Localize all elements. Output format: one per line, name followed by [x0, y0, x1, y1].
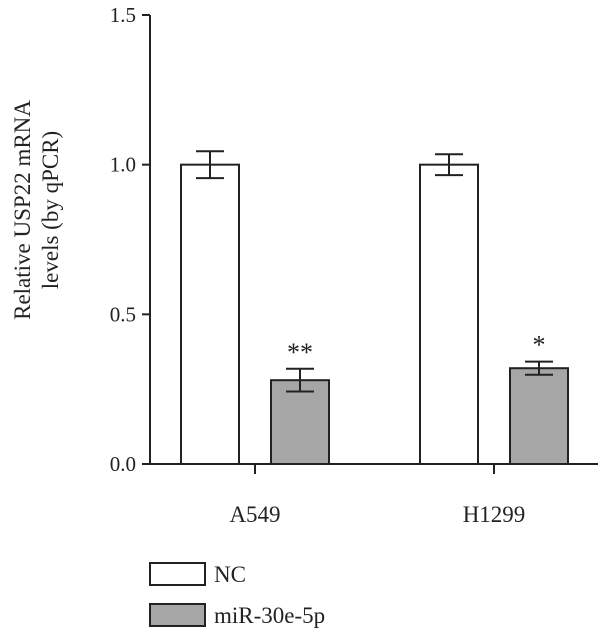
bar-h1299-nc	[419, 163, 479, 466]
significance-marker: **	[287, 338, 313, 367]
y-axis-title-line-2: levels (by qPCR)	[38, 131, 63, 289]
x-category-label: A549	[229, 502, 280, 527]
plot-area: 0.0 0.5 1.0 1.5 ** A549 * H1299	[110, 3, 598, 527]
legend-swatch-nc	[149, 562, 206, 586]
y-tick-label: 0.5	[110, 302, 136, 326]
legend-label: NC	[214, 562, 246, 587]
y-tick-label: 1.5	[110, 3, 136, 27]
legend-label: miR-30e-5p	[214, 603, 325, 628]
y-axis-title-line-1: Relative USP22 mRNA	[10, 100, 35, 320]
bar-a549-mir	[270, 379, 330, 466]
significance-marker: *	[533, 331, 546, 360]
bar-a549-nc	[180, 163, 240, 466]
y-tick-label: 0.0	[110, 452, 136, 476]
y-tick-label: 1.0	[110, 153, 136, 177]
legend-swatch-mir	[149, 603, 206, 627]
y-axis-title: Relative USP22 mRNA levels (by qPCR)	[10, 100, 63, 320]
legend: NC miR-30e-5p	[149, 562, 325, 628]
bar-h1299-mir	[509, 367, 569, 466]
x-category-label: H1299	[463, 502, 526, 527]
